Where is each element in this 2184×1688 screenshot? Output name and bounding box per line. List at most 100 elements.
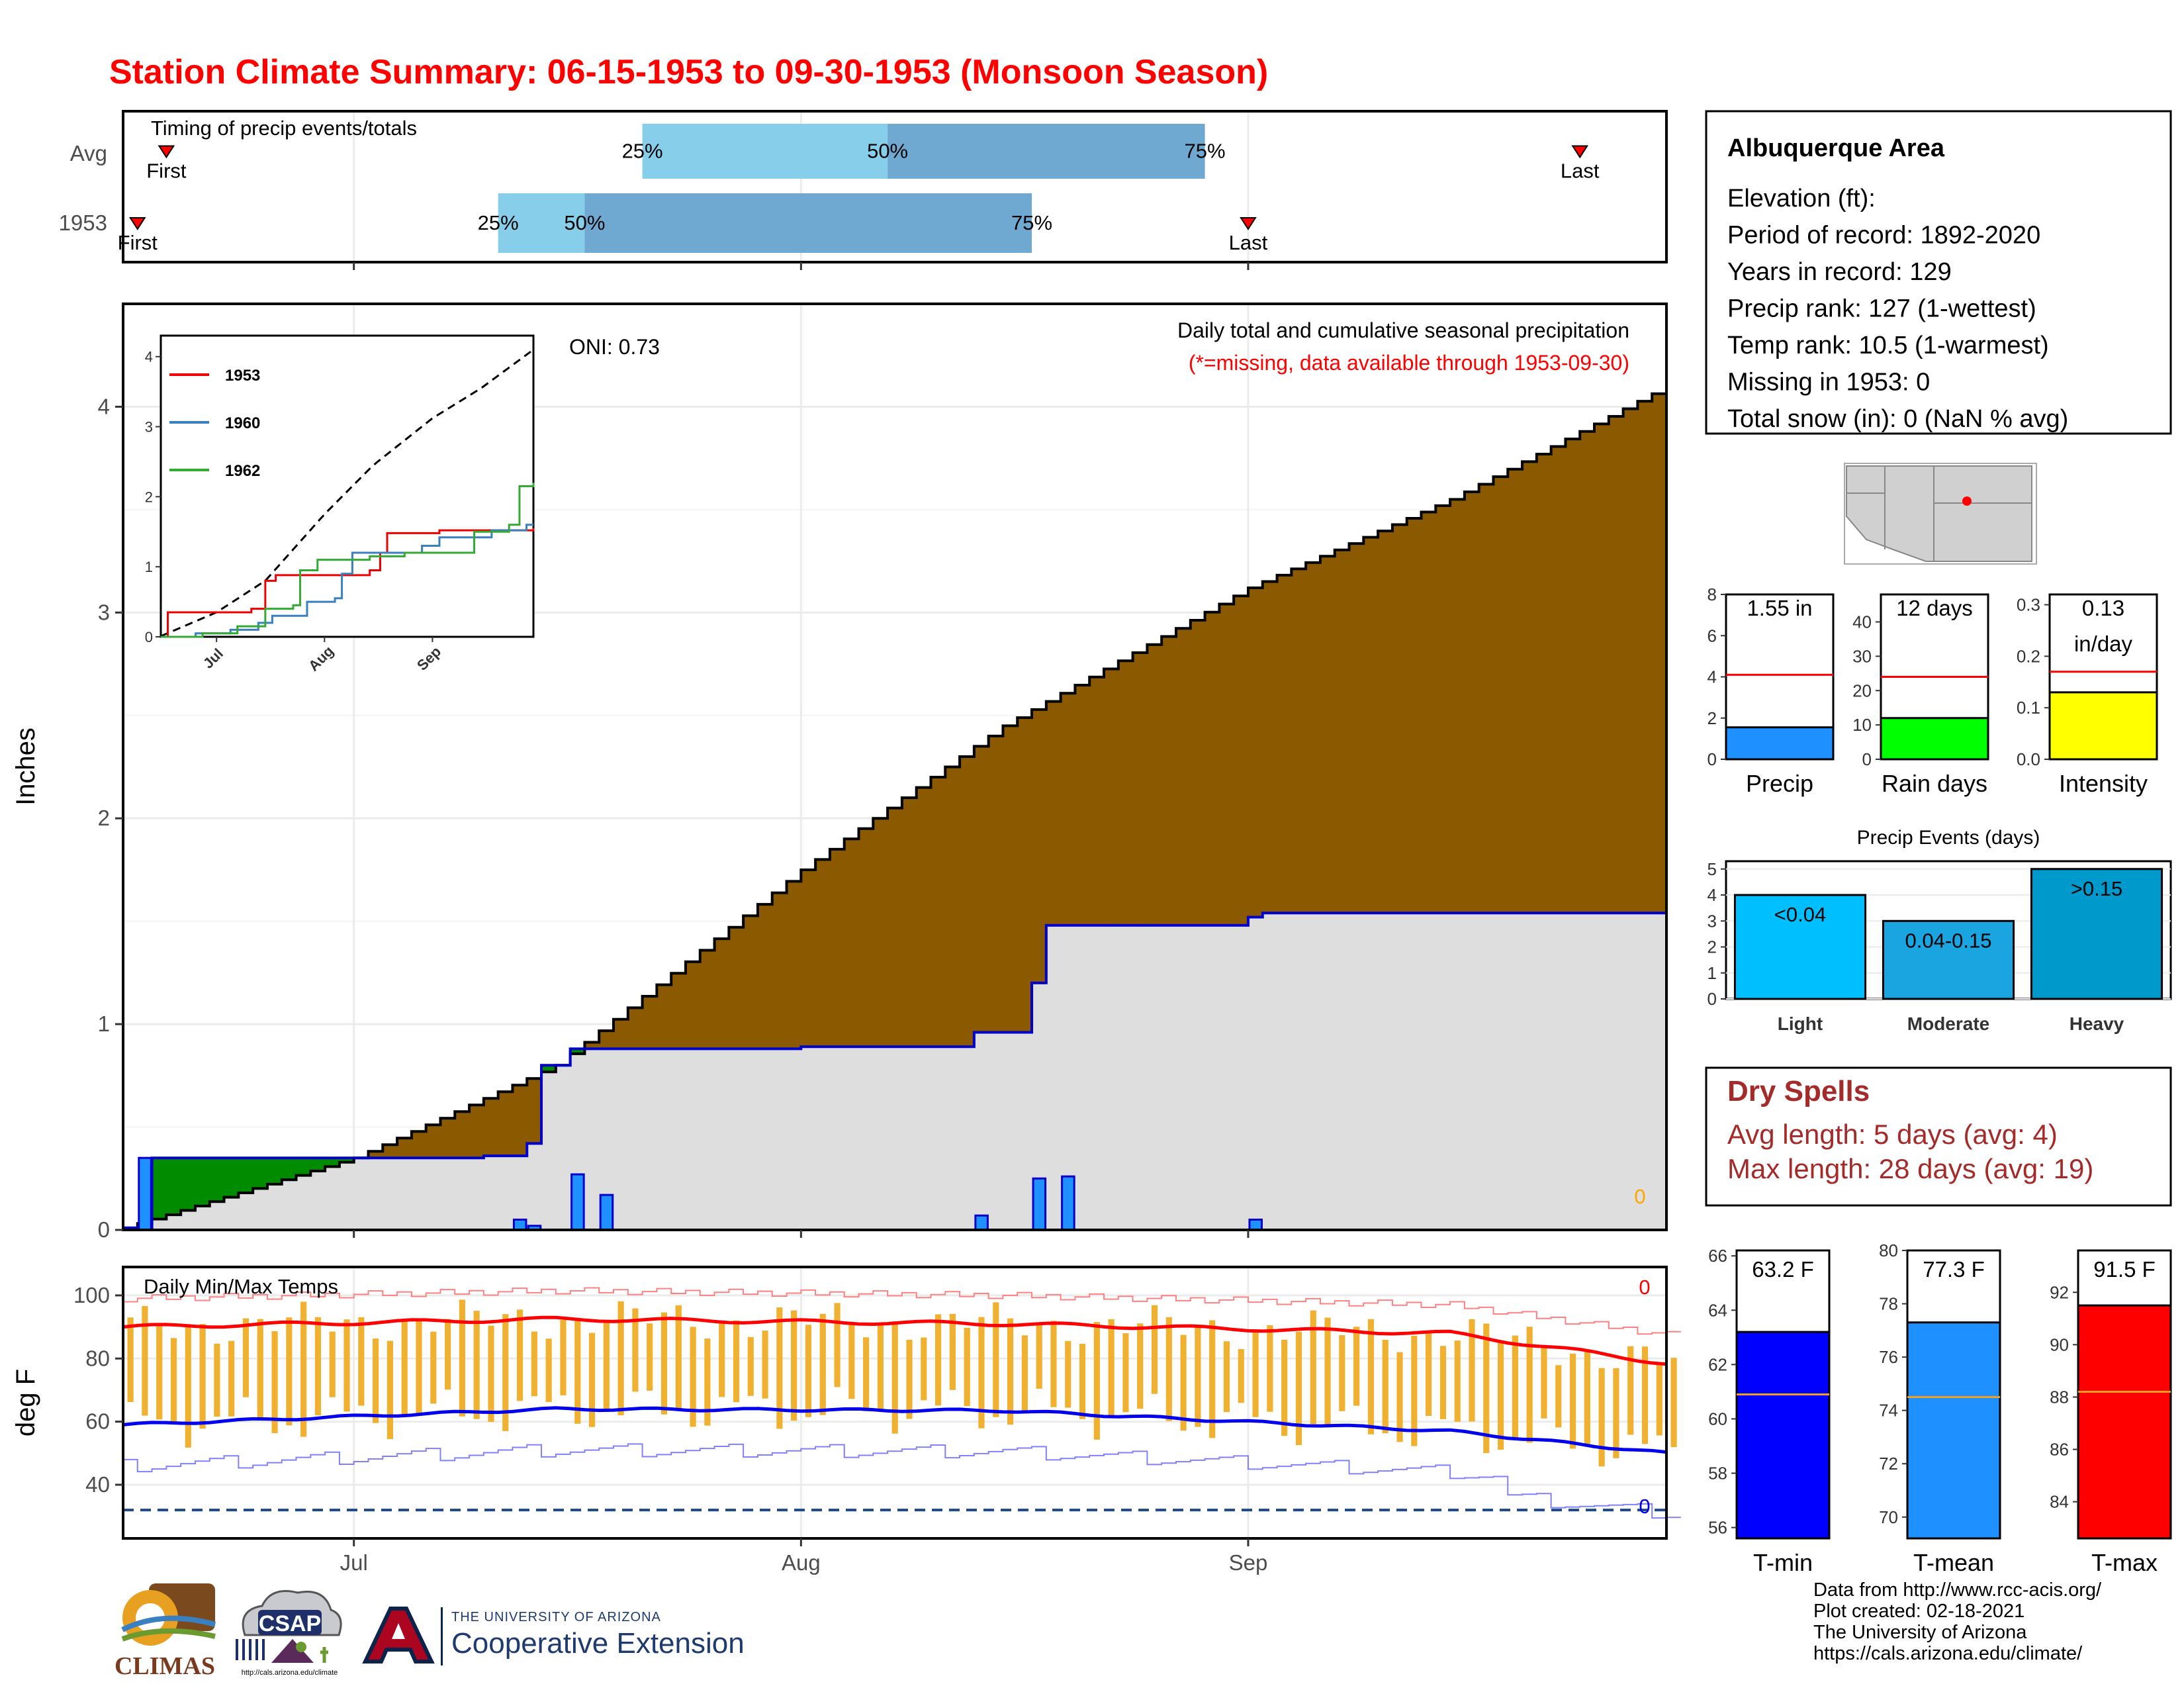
daily-temp-bar (1093, 1322, 1100, 1440)
deficit-fill (1464, 491, 1480, 914)
missing-annotation: (*=missing, data available through 1953-… (1189, 351, 1629, 375)
timing-1953-last-label: Last (1229, 231, 1268, 254)
daily-temp-bar (1512, 1335, 1518, 1440)
daily-temp-bar (358, 1317, 365, 1406)
daily-temp-bar (531, 1331, 537, 1397)
daily-temp-bar (964, 1327, 970, 1407)
cumulative-1953-area (123, 913, 1666, 1230)
deficit-fill (1147, 644, 1162, 925)
daily-precip-bar-7 (1061, 1175, 1075, 1231)
dry-spells-box: Dry Spells Avg length: 5 days (avg: 4) M… (1705, 1066, 2172, 1207)
timing-avg-label-50: 50% (867, 140, 908, 163)
daily-temp-bar (1209, 1320, 1216, 1438)
inset-ytick-label-4: 4 (145, 349, 153, 365)
daily-temp-bar (1195, 1325, 1201, 1427)
inset-series-1960 (161, 524, 533, 638)
daily-temp-bar (1036, 1324, 1042, 1389)
inset-legend-label-1953: 1953 (225, 367, 260, 385)
timing-title: Timing of precip events/totals (151, 117, 417, 140)
temp-stat-value: 63.2 F (1752, 1257, 1814, 1282)
daily-precip-bar-0 (138, 1156, 152, 1231)
deficit-fill (527, 1078, 542, 1144)
precip-ytick-label-0: 0 (98, 1217, 110, 1242)
daily-temp-bar (762, 1331, 768, 1399)
stat-ytick-label: 20 (1852, 680, 1872, 700)
daily-temp-bar (632, 1308, 639, 1392)
surplus-fill (541, 1065, 557, 1072)
temp-max-count: 0 (1639, 1276, 1650, 1299)
cumulative-1953-line (123, 912, 1666, 1229)
timing-1953-last-marker (1240, 217, 1257, 230)
daily-temp-bar (1137, 1323, 1144, 1409)
footer-plot-date: Plot created: 02-18-2021 (1813, 1601, 2025, 1622)
daily-temp-bar (185, 1325, 191, 1448)
page-title: Station Climate Summary: 06-15-1953 to 0… (109, 53, 1268, 91)
deficit-fill (1363, 537, 1379, 914)
deficit-fill (1161, 636, 1177, 925)
deficit-fill (786, 881, 801, 1049)
daily-temp-bar (242, 1318, 250, 1397)
daily-temp-bar (156, 1325, 163, 1420)
daily-temp-bar (921, 1337, 927, 1401)
daily-temp-bar (286, 1317, 293, 1426)
deficit-fill (1320, 556, 1336, 914)
deficit-fill (743, 915, 758, 1049)
daily-temp-bar (1641, 1346, 1649, 1444)
deficit-fill (1652, 393, 1667, 914)
deficit-fill (426, 1125, 441, 1158)
climas-logo: CLIMAS (109, 1583, 220, 1680)
daily-temp-bar (127, 1317, 134, 1403)
daily-temp-bar (473, 1311, 480, 1419)
temp-stat-ytick-label: 92 (2050, 1282, 2069, 1302)
stat-ytick-label: 8 (1707, 585, 1717, 604)
events-bar-label-moderate: 0.04-0.15 (1905, 929, 1992, 952)
deficit-fill (1493, 477, 1508, 914)
daily-temp-bar (863, 1337, 870, 1411)
daily-temp-bar (733, 1320, 740, 1403)
daily-temp-bar (1339, 1335, 1345, 1411)
ua-a-emblem (362, 1607, 435, 1664)
deficit-fill (1536, 453, 1552, 914)
temp-min-count: 0 (1639, 1495, 1650, 1518)
timing-avg-label-75: 75% (1185, 140, 1226, 163)
deficit-fill (1175, 628, 1191, 925)
stat-ytick-label: 0.2 (2017, 646, 2040, 666)
dry-spells-max: Max length: 28 days (avg: 19) (1727, 1153, 2093, 1184)
daily-temp-bar (1353, 1327, 1360, 1406)
precip-ytick-label-3: 3 (98, 600, 110, 624)
inset-legend-label-1960: 1960 (225, 414, 260, 432)
timing-row-year: 1953 (59, 211, 107, 235)
events-bar-moderate (1882, 919, 2015, 1000)
daily-temp-bar (560, 1319, 567, 1395)
temp-stat-value: 77.3 F (1923, 1257, 1985, 1282)
daily-temp-bar (704, 1338, 711, 1426)
stat-label: Precip (1746, 770, 1813, 797)
avg-cumulative-line (123, 392, 1666, 1229)
record-min-line (123, 1443, 1681, 1519)
temp-stat-bar (1906, 1321, 2001, 1540)
daily-temp-bar (488, 1325, 494, 1422)
daily-temp-bar (791, 1310, 797, 1421)
timing-avg-label-25: 25% (622, 140, 663, 163)
precip-ytick-label-1: 1 (98, 1011, 110, 1036)
events-bar-light (1733, 894, 1867, 1000)
surplus-fill (238, 1158, 253, 1194)
deficit-fill (642, 996, 657, 1049)
deficit-fill (901, 798, 917, 1047)
temp-stat-ytick-label: 76 (1879, 1347, 1898, 1367)
timing-row-avg: Avg (70, 141, 107, 165)
map-states (1846, 465, 2032, 562)
daily-temp-bar (445, 1319, 451, 1390)
surplus-fill (296, 1158, 311, 1176)
daily-temp-bar (1541, 1347, 1547, 1419)
station-name: Albuquerque Area (1727, 134, 1945, 162)
stat-bar (2048, 691, 2158, 761)
precip-frame (122, 303, 1668, 1231)
deficit-fill (1349, 543, 1364, 914)
deficit-fill (1032, 709, 1047, 983)
deficit-fill (916, 787, 932, 1047)
info-frame (1705, 110, 2172, 435)
daily-temp-bar (891, 1321, 898, 1434)
deficit-fill (1060, 693, 1076, 925)
temp-stat-ytick-label: 74 (1879, 1401, 1898, 1421)
